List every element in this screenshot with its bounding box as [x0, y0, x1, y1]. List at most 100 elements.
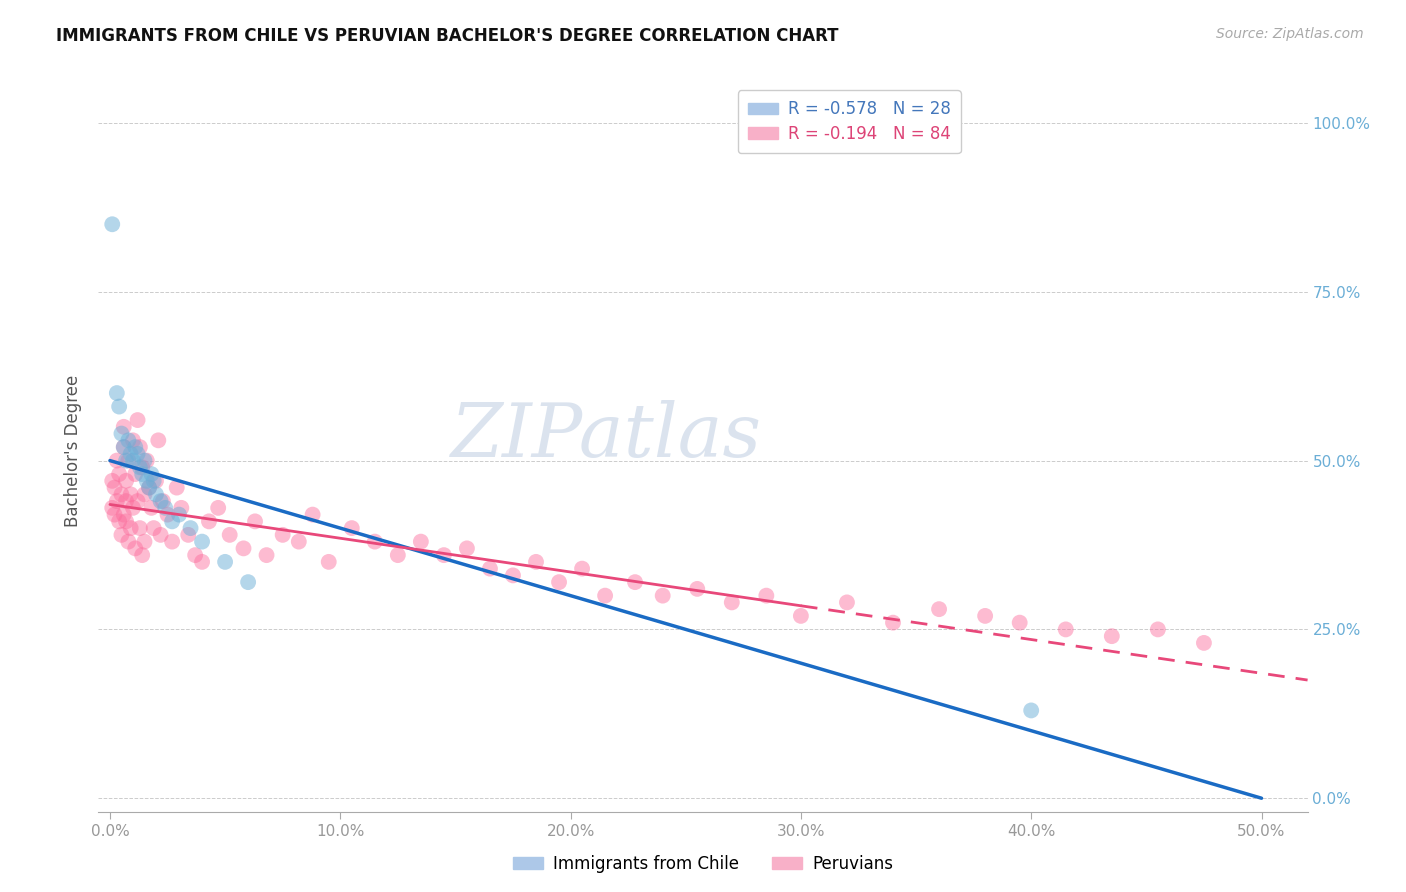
Point	[134, 453, 156, 467]
Point	[145, 487, 167, 501]
Point	[835, 595, 858, 609]
Point	[120, 447, 142, 461]
Legend: Immigrants from Chile, Peruvians: Immigrants from Chile, Peruvians	[506, 848, 900, 880]
Point	[134, 534, 156, 549]
Point	[271, 528, 294, 542]
Point	[127, 447, 149, 461]
Point	[364, 534, 387, 549]
Point	[112, 508, 135, 522]
Point	[236, 575, 259, 590]
Point	[882, 615, 904, 630]
Point	[108, 467, 131, 481]
Point	[318, 555, 340, 569]
Point	[127, 494, 149, 508]
Point	[166, 481, 188, 495]
Point	[115, 474, 138, 488]
Point	[122, 453, 145, 467]
Point	[142, 474, 165, 488]
Point	[1101, 629, 1123, 643]
Y-axis label: Bachelor's Degree: Bachelor's Degree	[65, 375, 83, 526]
Point	[141, 500, 163, 515]
Point	[624, 575, 647, 590]
Point	[112, 420, 135, 434]
Legend: R = -0.578   N = 28, R = -0.194   N = 84: R = -0.578 N = 28, R = -0.194 N = 84	[738, 90, 960, 153]
Point	[105, 386, 128, 401]
Point	[478, 561, 501, 575]
Point	[790, 608, 813, 623]
Text: Source: ZipAtlas.com: Source: ZipAtlas.com	[1216, 27, 1364, 41]
Point	[191, 534, 214, 549]
Point	[142, 521, 165, 535]
Point	[115, 494, 138, 508]
Point	[177, 528, 200, 542]
Point	[149, 494, 172, 508]
Point	[232, 541, 254, 556]
Point	[135, 453, 157, 467]
Point	[1008, 615, 1031, 630]
Point	[101, 474, 124, 488]
Point	[101, 217, 124, 231]
Point	[456, 541, 478, 556]
Point	[593, 589, 616, 603]
Point	[720, 595, 742, 609]
Point	[170, 500, 193, 515]
Point	[124, 467, 146, 481]
Point	[103, 481, 125, 495]
Point	[651, 589, 673, 603]
Point	[502, 568, 524, 582]
Point	[105, 453, 128, 467]
Point	[122, 434, 145, 448]
Point	[122, 500, 145, 515]
Point	[301, 508, 323, 522]
Point	[184, 548, 207, 562]
Point	[101, 500, 124, 515]
Point	[131, 467, 153, 481]
Point	[128, 440, 150, 454]
Point	[148, 434, 170, 448]
Point	[167, 508, 190, 522]
Point	[524, 555, 547, 569]
Point	[138, 481, 160, 495]
Point	[214, 555, 236, 569]
Point	[138, 481, 160, 495]
Point	[145, 474, 167, 488]
Point	[135, 474, 157, 488]
Point	[120, 487, 142, 501]
Point	[387, 548, 409, 562]
Point	[108, 514, 131, 528]
Point	[1019, 703, 1042, 717]
Point	[928, 602, 950, 616]
Point	[152, 494, 174, 508]
Point	[433, 548, 456, 562]
Point	[160, 534, 183, 549]
Point	[218, 528, 240, 542]
Point	[127, 413, 149, 427]
Point	[288, 534, 311, 549]
Point	[1147, 623, 1170, 637]
Point	[1054, 623, 1077, 637]
Point	[131, 460, 153, 475]
Point	[134, 487, 156, 501]
Point	[110, 528, 132, 542]
Point	[105, 494, 128, 508]
Point	[686, 582, 709, 596]
Point	[141, 467, 163, 481]
Point	[974, 608, 997, 623]
Point	[160, 514, 183, 528]
Point	[117, 453, 139, 467]
Point	[755, 589, 778, 603]
Point	[131, 548, 153, 562]
Point	[103, 508, 125, 522]
Point	[115, 514, 138, 528]
Point	[1192, 636, 1215, 650]
Point	[110, 487, 132, 501]
Point	[115, 453, 138, 467]
Point	[243, 514, 266, 528]
Point	[180, 521, 202, 535]
Point	[198, 514, 221, 528]
Point	[149, 528, 172, 542]
Point	[191, 555, 214, 569]
Point	[124, 440, 146, 454]
Point	[256, 548, 278, 562]
Point	[124, 541, 146, 556]
